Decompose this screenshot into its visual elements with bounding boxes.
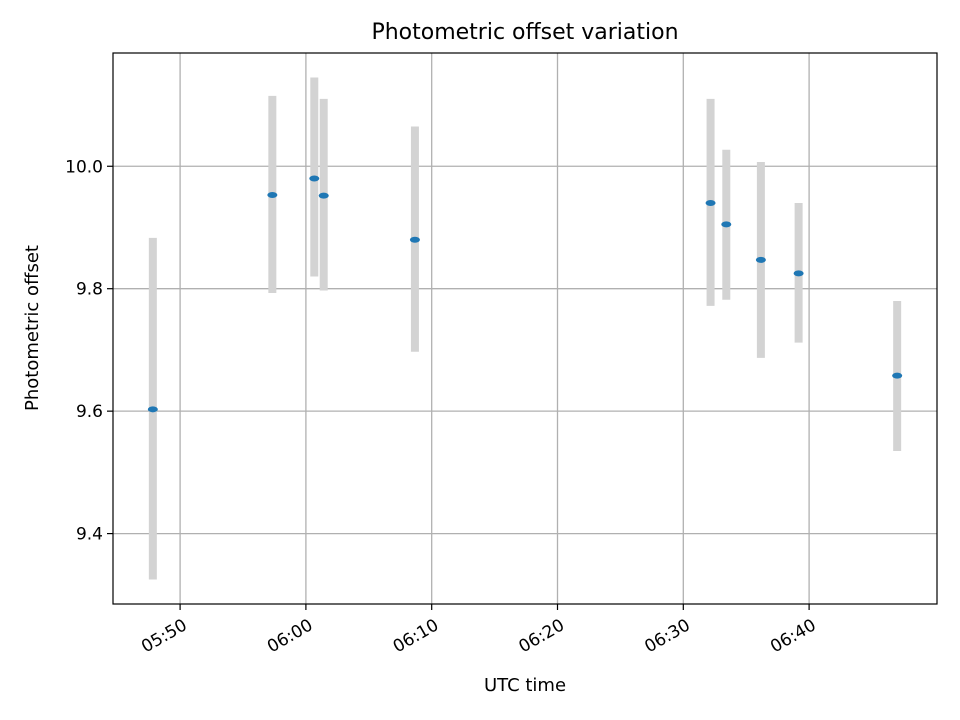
plot-frame	[112, 52, 938, 605]
y-tick-label: 9.8	[76, 280, 103, 300]
data-point	[409, 236, 420, 243]
data-point	[755, 256, 766, 263]
y-axis-label: Photometric offset	[22, 245, 43, 411]
data-point	[705, 199, 716, 206]
data-point	[147, 406, 158, 413]
data-point	[309, 175, 320, 182]
data-point	[318, 192, 329, 199]
y-tick-label: 10.0	[65, 157, 103, 177]
y-axis: 9.4 9.6 9.8 10.0	[65, 157, 113, 545]
data-point	[721, 221, 732, 228]
data-point	[793, 270, 804, 277]
data-points	[147, 175, 903, 413]
chart-title: Photometric offset variation	[371, 20, 678, 45]
y-tick-label: 9.6	[76, 402, 103, 422]
data-point	[267, 192, 278, 199]
data-point	[892, 372, 903, 379]
x-axis-label: UTC time	[484, 675, 566, 696]
y-tick-label: 9.4	[76, 525, 103, 545]
